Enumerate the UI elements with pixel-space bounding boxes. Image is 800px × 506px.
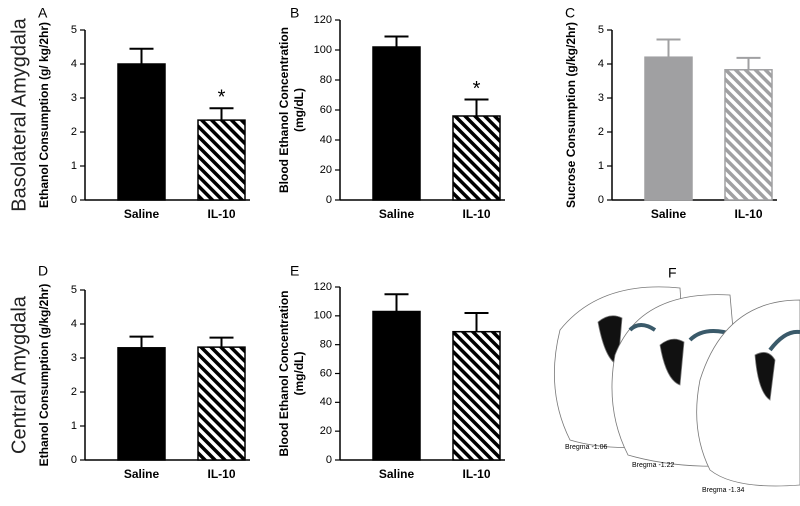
y-axis-label: Ethanol Consumption (g/kg/2hr) — [37, 284, 51, 467]
y-tick-label: 4 — [71, 318, 77, 330]
x-tick-label: IL-10 — [207, 467, 235, 481]
x-tick-label: Saline — [379, 467, 415, 481]
y-tick-label: 40 — [320, 134, 332, 146]
y-tick-label: 1 — [71, 160, 77, 172]
y-tick-label: 1 — [598, 160, 604, 172]
y-tick-label: 1 — [71, 420, 77, 432]
bregma-label: Bregma -1.22 — [632, 462, 675, 469]
y-tick-label: 2 — [598, 126, 604, 138]
panel-letter: B — [290, 5, 299, 21]
bar — [724, 69, 773, 201]
y-axis-label: Blood Ethanol Concentration — [277, 291, 291, 457]
panel-letter: A — [38, 5, 48, 21]
y-axis-label: (mg/dL) — [292, 88, 306, 132]
x-tick-label: Saline — [379, 207, 415, 221]
bar — [452, 330, 501, 461]
error-bar — [129, 47, 154, 64]
error-bar — [464, 311, 489, 332]
bregma-label: Bregma -1.06 — [565, 444, 608, 451]
error-bar — [209, 336, 234, 348]
significance-mark: * — [473, 78, 481, 100]
x-tick-label: IL-10 — [207, 207, 235, 221]
error-bar — [129, 335, 154, 348]
y-axis-label: (mg/dL) — [292, 352, 306, 396]
y-tick-label: 5 — [71, 284, 77, 296]
error-bar — [209, 107, 234, 121]
y-tick-label: 3 — [71, 352, 77, 364]
y-axis-label: Ethanol Consumption (g/ kg/2hr) — [37, 22, 51, 208]
bar — [197, 346, 246, 461]
y-tick-label: 2 — [71, 386, 77, 398]
bar — [452, 115, 501, 201]
x-tick-label: Saline — [651, 207, 687, 221]
y-tick-label: 4 — [598, 58, 604, 70]
y-tick-label: 80 — [320, 339, 332, 351]
y-axis-label: Blood Ethanol Concentration — [277, 27, 291, 193]
y-tick-label: 40 — [320, 396, 332, 408]
bar — [372, 310, 421, 461]
y-tick-label: 100 — [314, 44, 332, 56]
significance-mark: * — [218, 86, 226, 108]
y-tick-label: 2 — [71, 126, 77, 138]
x-tick-label: Saline — [124, 207, 160, 221]
y-tick-label: 60 — [320, 104, 332, 116]
panel-letter: F — [668, 265, 677, 281]
y-tick-label: 0 — [598, 194, 604, 206]
error-bar — [384, 35, 409, 47]
brain-sections — [553, 286, 800, 487]
error-bar — [656, 38, 681, 58]
y-tick-label: 120 — [314, 14, 332, 26]
x-tick-label: IL-10 — [462, 207, 490, 221]
y-tick-label: 5 — [598, 24, 604, 36]
y-tick-label: 0 — [71, 194, 77, 206]
bar — [117, 63, 166, 201]
y-tick-label: 0 — [326, 194, 332, 206]
y-tick-label: 60 — [320, 367, 332, 379]
x-tick-label: IL-10 — [462, 467, 490, 481]
panel-letter: C — [565, 5, 575, 21]
x-tick-label: IL-10 — [734, 207, 762, 221]
y-tick-label: 20 — [320, 164, 332, 176]
error-bar — [464, 98, 489, 116]
bar — [117, 347, 166, 461]
y-tick-label: 0 — [71, 454, 77, 466]
y-axis-label: Sucrose Consumption (g/kg/2hr) — [564, 22, 578, 208]
y-tick-label: 100 — [314, 310, 332, 322]
y-tick-label: 3 — [71, 92, 77, 104]
row-label: Central Amygdala — [8, 295, 30, 454]
y-tick-label: 80 — [320, 74, 332, 86]
bregma-label: Bregma -1.34 — [702, 487, 745, 494]
error-bar — [736, 56, 761, 70]
y-tick-label: 120 — [314, 281, 332, 293]
bar — [197, 119, 246, 201]
x-tick-label: Saline — [124, 467, 160, 481]
row-label: Basolateral Amygdala — [8, 17, 30, 211]
y-tick-label: 5 — [71, 24, 77, 36]
panel-letter: D — [38, 263, 48, 279]
panel-letter: E — [290, 263, 299, 279]
error-bar — [384, 293, 409, 312]
y-tick-label: 0 — [326, 454, 332, 466]
bar — [644, 56, 693, 201]
y-tick-label: 4 — [71, 58, 77, 70]
y-tick-label: 3 — [598, 92, 604, 104]
bar — [372, 46, 421, 201]
y-tick-label: 20 — [320, 425, 332, 437]
